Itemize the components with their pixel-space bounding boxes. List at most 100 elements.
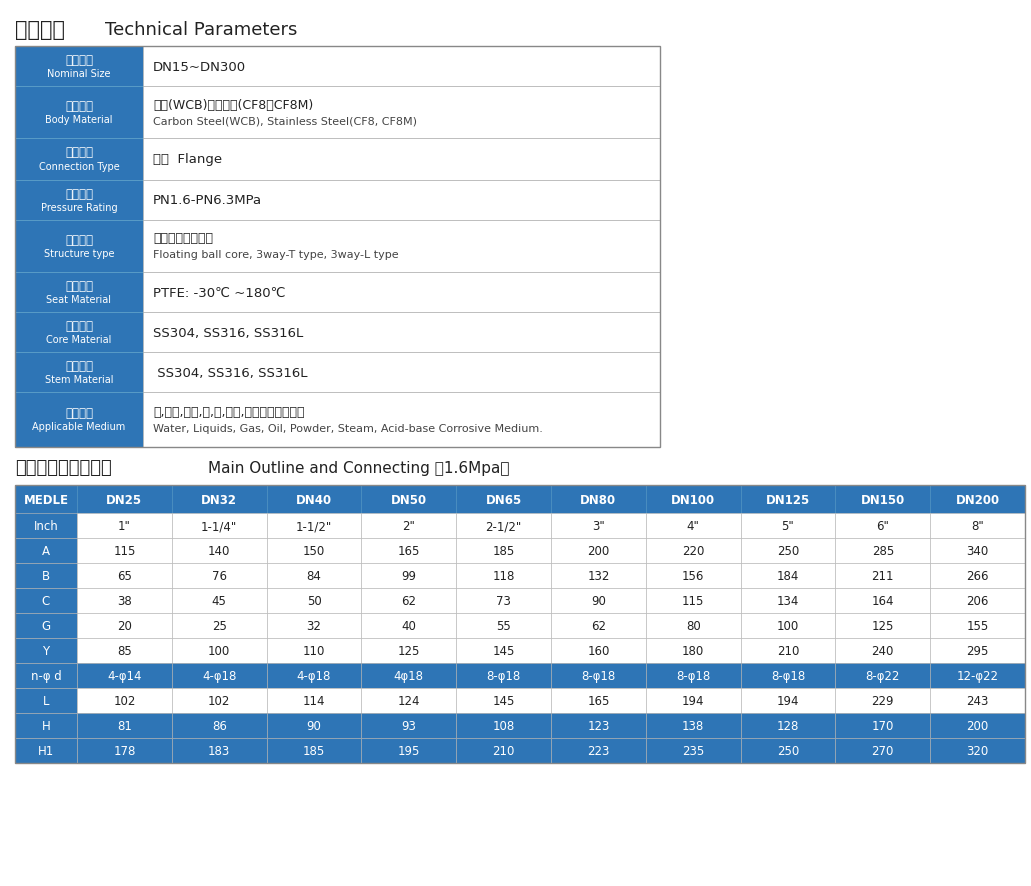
Bar	[172, 688, 267, 713]
Bar	[362, 563, 456, 588]
Bar	[172, 713, 267, 738]
Text: Stem Material: Stem Material	[44, 375, 113, 385]
Text: DN200: DN200	[956, 493, 1000, 506]
Bar	[456, 588, 551, 613]
Bar	[930, 664, 1025, 688]
Text: 243: 243	[966, 695, 989, 707]
Bar	[77, 664, 172, 688]
Bar	[930, 688, 1025, 713]
Text: 185: 185	[493, 544, 514, 557]
Text: 210: 210	[776, 644, 799, 657]
Bar	[77, 638, 172, 664]
Bar	[77, 613, 172, 638]
Text: 86: 86	[211, 719, 227, 732]
Text: 阀杆材质: 阀杆材质	[65, 359, 93, 372]
Bar	[835, 688, 930, 713]
Bar	[645, 563, 740, 588]
Text: 200: 200	[588, 544, 609, 557]
Text: 155: 155	[966, 619, 989, 633]
Bar	[267, 613, 362, 638]
Text: 2": 2"	[402, 519, 415, 532]
Text: Nominal Size: Nominal Size	[47, 69, 110, 79]
Text: 5": 5"	[781, 519, 794, 532]
Text: 38: 38	[118, 595, 132, 607]
Text: 178: 178	[113, 744, 136, 758]
Bar	[15, 613, 77, 638]
Text: 123: 123	[588, 719, 609, 732]
Text: 85: 85	[118, 644, 132, 657]
Bar	[267, 513, 362, 539]
Bar	[456, 688, 551, 713]
Text: 8-φ18: 8-φ18	[581, 669, 616, 682]
Bar	[362, 688, 456, 713]
Text: 150: 150	[303, 544, 325, 557]
Text: Inch: Inch	[34, 519, 59, 532]
Bar	[267, 539, 362, 563]
Text: 连接类型: 连接类型	[65, 146, 93, 159]
Text: 170: 170	[871, 719, 894, 732]
Text: 93: 93	[401, 719, 417, 732]
Bar	[172, 738, 267, 763]
Bar	[143, 221, 660, 273]
Text: 220: 220	[683, 544, 704, 557]
Bar	[835, 738, 930, 763]
Bar	[456, 713, 551, 738]
Bar	[551, 738, 645, 763]
Bar	[740, 664, 835, 688]
Bar	[172, 613, 267, 638]
Text: 180: 180	[683, 644, 704, 657]
Text: 73: 73	[496, 595, 511, 607]
Text: 90: 90	[591, 595, 606, 607]
Bar	[930, 539, 1025, 563]
Bar	[456, 486, 551, 513]
Bar	[456, 539, 551, 563]
Text: 250: 250	[777, 744, 799, 758]
Bar	[645, 738, 740, 763]
Text: 210: 210	[493, 744, 514, 758]
Bar	[740, 563, 835, 588]
Text: 99: 99	[401, 570, 417, 582]
Text: 81: 81	[117, 719, 132, 732]
Text: 1-1/4": 1-1/4"	[201, 519, 237, 532]
Bar	[362, 713, 456, 738]
Bar	[456, 613, 551, 638]
Bar	[740, 738, 835, 763]
Text: 110: 110	[303, 644, 325, 657]
Bar	[362, 539, 456, 563]
Bar	[551, 563, 645, 588]
Bar	[362, 513, 456, 539]
Text: 8": 8"	[971, 519, 984, 532]
Bar	[740, 539, 835, 563]
Bar	[930, 638, 1025, 664]
Bar	[143, 47, 660, 87]
Text: 6": 6"	[876, 519, 889, 532]
Bar	[456, 563, 551, 588]
Text: 100: 100	[208, 644, 230, 657]
Bar	[15, 539, 77, 563]
Text: 浮动球芯直动式；: 浮动球芯直动式；	[153, 232, 213, 245]
Text: 115: 115	[683, 595, 704, 607]
Text: 229: 229	[871, 695, 894, 707]
Bar	[15, 139, 143, 181]
Text: 4φ18: 4φ18	[394, 669, 424, 682]
Text: 2-1/2": 2-1/2"	[486, 519, 522, 532]
Text: 法兰  Flange: 法兰 Flange	[153, 153, 222, 167]
Bar	[15, 486, 1025, 763]
Text: 阀座密封: 阀座密封	[65, 279, 93, 292]
Text: 84: 84	[306, 570, 322, 582]
Bar	[15, 353, 143, 392]
Text: 183: 183	[208, 744, 230, 758]
Text: 阀体材质: 阀体材质	[65, 99, 93, 113]
Text: Technical Parameters: Technical Parameters	[105, 21, 297, 39]
Text: 194: 194	[681, 695, 704, 707]
Text: 118: 118	[493, 570, 514, 582]
Text: DN40: DN40	[296, 493, 332, 506]
Text: 主要外形及连接尺寸: 主要外形及连接尺寸	[15, 458, 111, 477]
Text: 结构类型: 结构类型	[65, 233, 93, 246]
Text: 115: 115	[113, 544, 136, 557]
Bar	[77, 738, 172, 763]
Bar	[267, 688, 362, 713]
Text: 水,液体,气体,油,粉,蒸汽,酸碱腐蚀性介质。: 水,液体,气体,油,粉,蒸汽,酸碱腐蚀性介质。	[153, 406, 304, 418]
Bar	[143, 392, 660, 447]
Text: DN25: DN25	[106, 493, 142, 506]
